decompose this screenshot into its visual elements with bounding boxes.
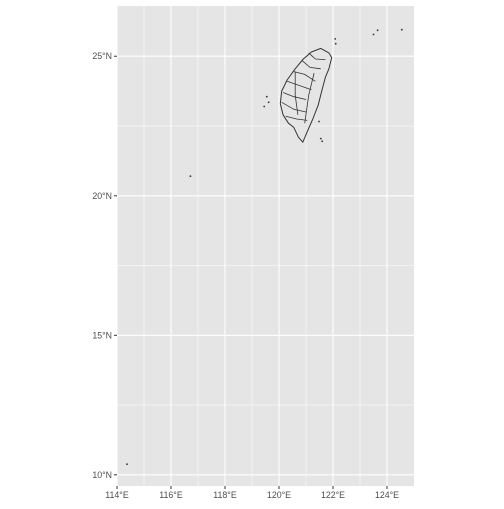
islet-mark xyxy=(265,95,268,98)
taiping-island xyxy=(126,463,128,466)
county-border xyxy=(301,60,321,70)
y-tick-label: 25°N xyxy=(92,51,112,61)
county-borders xyxy=(281,52,326,124)
taiwan-island xyxy=(279,47,333,143)
county-border xyxy=(281,101,307,113)
gridlines xyxy=(116,6,414,486)
county-border xyxy=(286,80,312,91)
y-tick-label: 15°N xyxy=(92,330,112,340)
county-border xyxy=(282,92,307,100)
islet-mark xyxy=(334,42,337,45)
x-axis: 114°E 116°E 118°E 120°E 122°E 124°E xyxy=(105,486,399,500)
county-border xyxy=(293,71,316,82)
x-tick-label: 124°E xyxy=(375,490,399,500)
y-tick-label: 20°N xyxy=(92,191,112,201)
islet-mark xyxy=(267,101,270,104)
y-axis: 10°N 15°N 20°N 25°N xyxy=(92,51,117,480)
county-border xyxy=(294,71,299,115)
islet-mark xyxy=(189,175,192,178)
islet-mark xyxy=(400,28,403,31)
penghu-islands xyxy=(263,95,270,108)
x-tick-label: 118°E xyxy=(213,490,237,500)
map-features xyxy=(126,28,403,466)
county-border xyxy=(304,72,315,124)
orchid-island xyxy=(319,137,324,143)
islet-mark xyxy=(321,140,324,143)
green-island xyxy=(318,120,320,123)
islet-mark xyxy=(376,29,379,32)
islet-mark xyxy=(334,38,337,40)
y-tick-label: 10°N xyxy=(92,470,112,480)
dongsha-island xyxy=(189,175,192,178)
islet-mark xyxy=(263,105,266,108)
islet-mark xyxy=(126,463,128,466)
islet-mark xyxy=(372,33,375,36)
northern-islets xyxy=(334,28,403,45)
county-border xyxy=(285,115,308,121)
islet-mark xyxy=(319,137,322,140)
county-border xyxy=(308,52,326,60)
x-tick-label: 116°E xyxy=(159,490,183,500)
map-panel xyxy=(117,6,414,486)
x-tick-label: 120°E xyxy=(267,490,291,500)
x-tick-label: 114°E xyxy=(105,490,129,500)
islet-mark xyxy=(318,120,320,123)
x-tick-label: 122°E xyxy=(321,490,345,500)
